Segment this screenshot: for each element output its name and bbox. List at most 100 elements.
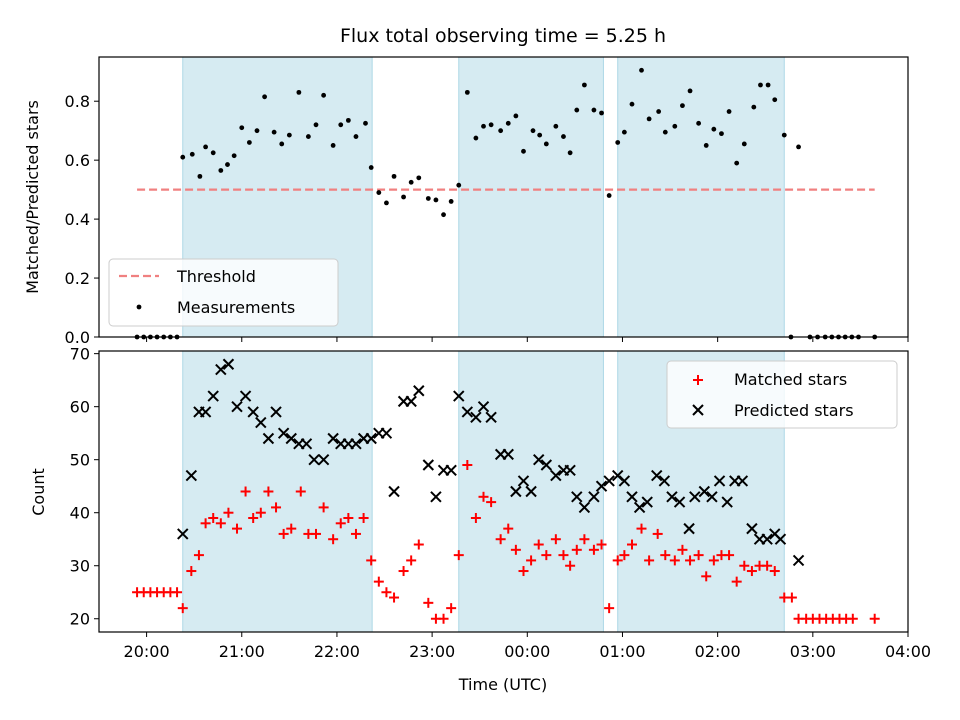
matched-star-point xyxy=(693,550,704,561)
measurement-point xyxy=(703,143,709,148)
matched-star-point xyxy=(350,528,361,539)
y-tick-label: 30 xyxy=(70,557,90,576)
predicted-star-point xyxy=(533,453,545,466)
measurement-point xyxy=(286,132,292,138)
measurement-point xyxy=(599,110,604,116)
measurement-point xyxy=(543,141,549,147)
predicted-star-point xyxy=(564,464,576,476)
legend-matched-label: Matched stars xyxy=(734,370,847,389)
measurement-point xyxy=(530,128,536,134)
predicted-star-point xyxy=(698,485,711,498)
bottom-legend: Matched stars Predicted stars xyxy=(666,360,898,429)
measurement-point xyxy=(758,82,763,88)
measurement-point xyxy=(254,128,260,134)
matched-star-point xyxy=(731,576,742,587)
measurement-point xyxy=(210,150,216,156)
measurement-point xyxy=(711,126,717,132)
predicted-star-point xyxy=(502,448,514,461)
matched-star-point xyxy=(669,555,680,566)
predicted-star-point xyxy=(185,469,198,482)
measurement-point xyxy=(433,197,439,203)
top-y-axis: 0.0 0.2 0.4 0.6 0.8 xyxy=(65,92,99,347)
observing-interval-3 xyxy=(617,56,785,338)
matched-star-point xyxy=(240,486,251,497)
observing-interval-2 xyxy=(458,56,604,338)
matched-star-point xyxy=(271,502,282,513)
legend-matched-swatch xyxy=(693,375,703,385)
measurement-point xyxy=(338,122,344,128)
predicted-star-point xyxy=(746,522,758,535)
x-tick-label: 01:00 xyxy=(599,642,645,661)
matched-star-point xyxy=(701,571,712,582)
matched-star-point xyxy=(232,523,243,534)
matched-star-point xyxy=(446,603,457,614)
y-tick-label: 0.6 xyxy=(65,151,90,170)
predicted-star-point xyxy=(588,491,600,503)
predicted-star-point xyxy=(626,491,638,503)
matched-star-point xyxy=(503,523,514,534)
observing-interval-1 xyxy=(182,350,373,633)
matched-star-point xyxy=(636,523,647,534)
measurement-point xyxy=(629,101,635,107)
measurement-point xyxy=(197,173,203,179)
matched-star-point xyxy=(708,555,719,566)
bottom-y-axis-title: Count xyxy=(29,468,48,516)
matched-star-point xyxy=(278,528,289,539)
predicted-star-point xyxy=(350,438,362,450)
measurement-point xyxy=(521,148,526,154)
matched-star-point xyxy=(526,555,537,566)
matched-star-point xyxy=(215,518,226,529)
measurement-point xyxy=(321,92,327,98)
measurement-point xyxy=(726,109,732,114)
matched-star-point xyxy=(318,502,329,513)
legend-predicted-label: Predicted stars xyxy=(734,401,854,420)
predicted-star-point xyxy=(461,406,474,418)
measurement-point xyxy=(225,162,230,167)
measurement-point xyxy=(416,175,422,181)
measurement-point xyxy=(656,109,662,114)
matched-star-point xyxy=(652,528,663,539)
measurement-point xyxy=(646,116,652,122)
matched-star-point xyxy=(398,566,409,577)
predicted-star-point xyxy=(666,491,678,503)
predicted-star-point xyxy=(517,475,530,487)
y-tick-label: 60 xyxy=(70,398,90,417)
matched-star-point xyxy=(248,513,259,524)
predicted-star-point xyxy=(255,416,267,429)
matched-star-point xyxy=(739,560,750,571)
matched-star-point xyxy=(677,544,688,555)
measurement-point xyxy=(751,104,757,110)
count-panel: 20 30 40 50 60 70 20:00 21:00 22:00 23:00 00:00 01… xyxy=(29,345,931,694)
predicted-star-point xyxy=(277,427,290,439)
predicted-star-point xyxy=(317,453,330,466)
predicted-star-point xyxy=(327,432,339,445)
predicted-star-point xyxy=(413,385,425,397)
matched-star-point xyxy=(366,555,377,566)
x-axis: 20:00 21:00 22:00 23:00 00:00 01:00 02:00 03:00… xyxy=(124,632,931,661)
matched-star-point xyxy=(685,555,696,566)
predicted-star-point xyxy=(792,554,805,567)
legend-measurements-label: Measurements xyxy=(177,298,295,317)
matched-star-point xyxy=(470,513,481,524)
measurement-point xyxy=(391,173,397,179)
matched-star-point xyxy=(495,534,506,545)
matched-star-point xyxy=(295,486,306,497)
matched-star-point xyxy=(423,597,434,608)
bottom-legend-box xyxy=(666,360,898,429)
matched-star-point xyxy=(358,513,369,524)
matched-star-point xyxy=(373,576,384,587)
measurements-series xyxy=(134,67,878,340)
measurement-point xyxy=(473,135,479,141)
measurement-point xyxy=(574,107,580,113)
matched-star-point xyxy=(565,560,576,571)
chart-title: Flux total observing time = 5.25 h xyxy=(340,25,666,47)
measurement-point xyxy=(719,131,724,137)
y-tick-label: 70 xyxy=(70,345,90,364)
matched-star-point xyxy=(510,544,521,555)
predicted-star-point xyxy=(618,475,631,487)
y-tick-label: 0.8 xyxy=(65,92,90,111)
predicted-star-point xyxy=(713,475,726,487)
x-tick-label: 03:00 xyxy=(790,642,836,661)
matched-star-point xyxy=(660,550,671,561)
